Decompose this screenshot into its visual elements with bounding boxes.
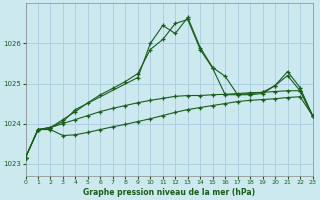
X-axis label: Graphe pression niveau de la mer (hPa): Graphe pression niveau de la mer (hPa) — [83, 188, 255, 197]
